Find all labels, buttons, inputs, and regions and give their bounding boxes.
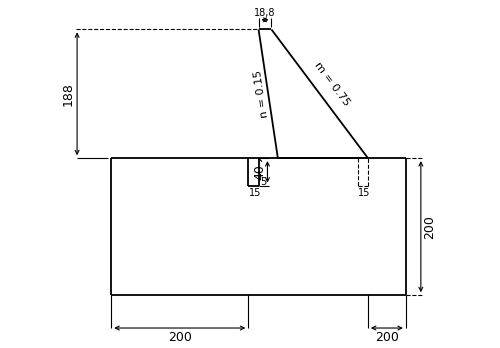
Text: n = 0.15: n = 0.15	[253, 69, 270, 118]
Text: 18,8: 18,8	[254, 8, 276, 18]
Text: 40: 40	[253, 164, 266, 180]
Text: 200: 200	[375, 331, 399, 344]
Text: 200: 200	[168, 331, 192, 344]
Text: 15: 15	[358, 188, 371, 198]
Text: 200: 200	[424, 215, 436, 239]
Text: m = 0.75: m = 0.75	[312, 60, 352, 107]
Text: 15: 15	[249, 188, 262, 198]
Text: 188: 188	[62, 82, 74, 106]
Text: 5: 5	[260, 177, 266, 187]
